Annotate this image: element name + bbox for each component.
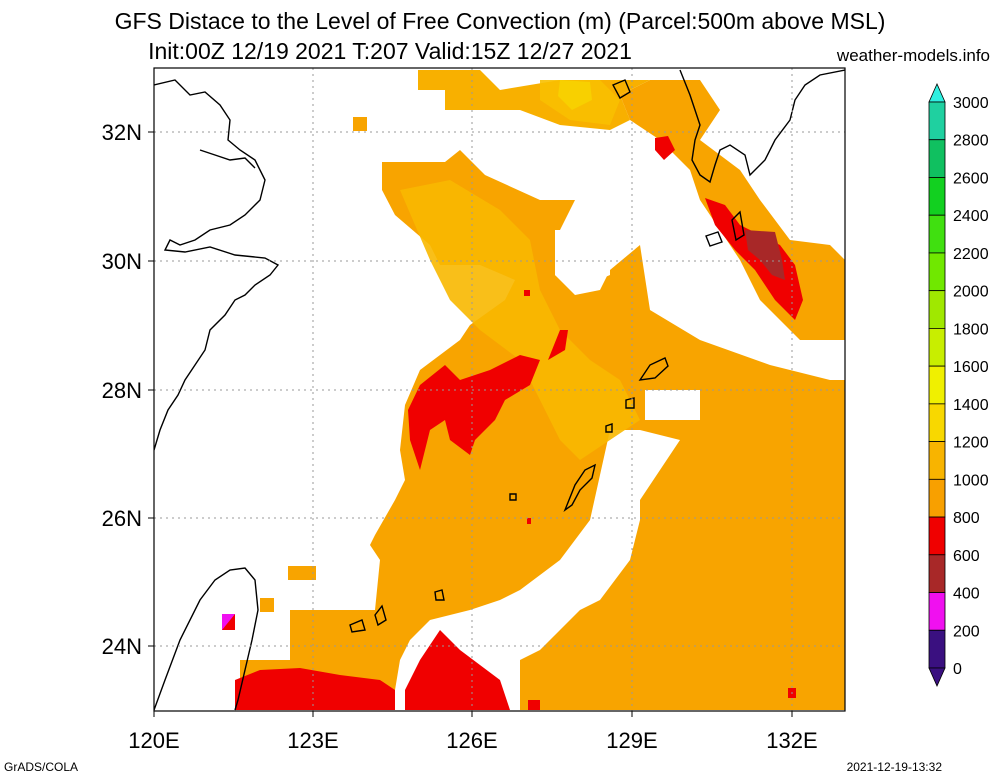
coast-small: [434, 589, 445, 601]
colorbar: 3000280026002400220020001800160014001200…: [928, 83, 989, 687]
lon-label: 126E: [446, 728, 497, 753]
field-gap: [700, 265, 745, 295]
colorbar-box: [928, 252, 946, 292]
colorbar-box: [928, 441, 946, 480]
colorbar-box: [928, 365, 946, 405]
field-red-south1: [235, 668, 395, 710]
field-red-south2: [405, 630, 510, 710]
field-darkred-east: [745, 230, 785, 280]
field-red-dot: [222, 614, 235, 630]
colorbar-label: 600: [953, 548, 980, 565]
field-red-dot: [527, 518, 531, 524]
colorbar-box: [928, 327, 946, 367]
field-red-east: [705, 198, 803, 320]
field-gap: [555, 230, 610, 290]
coast-okinawa: [563, 463, 597, 512]
lat-label: 28N: [102, 378, 142, 403]
field-orange-east: [620, 80, 845, 340]
colorbar-label: 3000: [953, 95, 989, 112]
coast-tanegashima: [705, 231, 723, 247]
field-red-north: [655, 136, 675, 160]
field-patch: [818, 661, 832, 675]
coast-yakushima: [731, 210, 745, 242]
colorbar-box: [928, 403, 946, 443]
coast-small: [509, 493, 517, 501]
coastlines: [154, 69, 845, 711]
colorbar-label: 0: [953, 661, 962, 678]
colorbar-label: 800: [953, 510, 980, 527]
colorbar-box: [928, 177, 946, 216]
lat-label: 24N: [102, 634, 142, 659]
colorbar-label: 2600: [953, 170, 989, 187]
title-line1: GFS Distace to the Level of Free Convect…: [114, 8, 886, 34]
lat-label: 32N: [102, 120, 142, 145]
colorbar-label: 2000: [953, 284, 989, 301]
colorbar-label: 200: [953, 623, 980, 640]
field-patch: [260, 598, 274, 612]
colorbar-box: [928, 516, 946, 556]
footer-right: 2021-12-19-13:32: [846, 760, 942, 774]
field-gap: [645, 390, 700, 420]
colorbar-label: 1200: [953, 435, 989, 452]
field-patch: [794, 677, 806, 689]
coast-ishigaki: [374, 604, 387, 627]
colorbar-box: [928, 290, 946, 329]
colorbar-label: 400: [953, 586, 980, 603]
lon-label: 120E: [128, 728, 179, 753]
colorbar-top-triangle: [928, 83, 946, 103]
graticule: [154, 68, 845, 711]
colorbar-box: [928, 629, 946, 669]
field-yellow-spot: [558, 80, 592, 110]
colorbar-label: 1600: [953, 359, 989, 376]
colorbar-label: 1000: [953, 472, 989, 489]
title-line2: Init:00Z 12/19 2021 T:207 Valid:15Z 12/2…: [148, 38, 632, 64]
colorbar-box: [928, 101, 946, 141]
lon-label: 123E: [287, 728, 338, 753]
field-patch: [635, 570, 685, 598]
field-patch: [288, 566, 316, 580]
colorbar-label: 1400: [953, 397, 989, 414]
coast-taiwan: [154, 567, 259, 711]
coast-small: [605, 423, 613, 433]
colorbar-label: 2800: [953, 133, 989, 150]
field-red-dot: [528, 700, 540, 710]
field-red-west: [408, 355, 540, 470]
coast-china-inlet: [199, 149, 256, 169]
lat-label: 26N: [102, 506, 142, 531]
colorbar-label: 2200: [953, 246, 989, 263]
colorbar-box: [928, 554, 946, 593]
colorbar-bottom-triangle: [928, 667, 946, 687]
colorbar-box: [928, 478, 946, 518]
colorbar-box: [928, 214, 946, 254]
lon-label: 129E: [606, 728, 657, 753]
field-red-dot: [524, 290, 530, 296]
colorbar-box: [928, 139, 946, 178]
coast-kyushu: [612, 69, 845, 184]
colorbar-box: [928, 592, 946, 631]
footer-left: GrADS/COLA: [4, 760, 79, 774]
colorbar-label: 1800: [953, 321, 989, 338]
field-patch: [353, 117, 367, 131]
axis-ticks: 120E 123E 126E 129E 132E 32N 30N 28N 26N 24N: [102, 120, 818, 753]
lat-label: 30N: [102, 249, 142, 274]
coast-small: [625, 397, 635, 409]
coast-amami: [638, 357, 669, 381]
coast-miyako: [349, 619, 366, 633]
coast-china: [154, 79, 280, 451]
lon-label: 132E: [766, 728, 817, 753]
site-label: weather-models.info: [836, 46, 990, 65]
field-red-west2: [548, 330, 568, 360]
colorbar-label: 2400: [953, 208, 989, 225]
